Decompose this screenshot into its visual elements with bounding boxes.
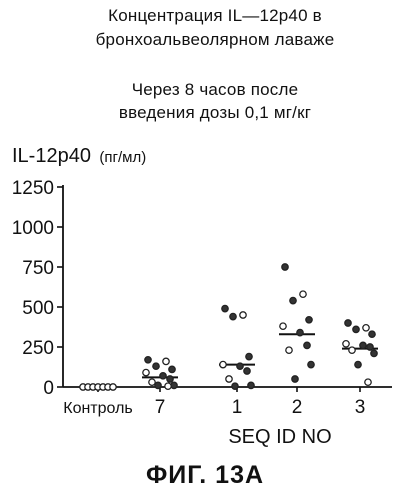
data-point [369,331,375,337]
data-point [300,291,306,297]
data-point [355,361,361,367]
data-point [360,342,366,348]
data-point [304,342,310,348]
data-point [165,383,171,389]
axes [63,185,392,387]
x-category-label: 7 [155,397,166,418]
data-point [222,305,228,311]
x-axis-label: SEQ ID NO [160,426,400,449]
data-point [160,373,166,379]
data-point [365,379,371,385]
data-point [145,357,151,363]
y-tick-label: 0 [43,378,54,399]
data-point [343,341,349,347]
data-point [290,297,296,303]
data-point [143,369,149,375]
data-point [230,313,236,319]
data-point [292,376,298,382]
data-point [353,326,359,332]
data-point [220,361,226,367]
figure-label: ФИГ. 13А [0,461,410,490]
x-category-label: 2 [292,397,303,418]
data-point [246,353,252,359]
data-point [363,325,369,331]
data-point [286,347,292,353]
y-tick-label: 250 [22,338,54,359]
data-point [306,317,312,323]
y-tick-label: 500 [22,298,54,319]
y-tick-label: 750 [22,258,54,279]
data-point [349,347,355,353]
data-point [367,344,373,350]
data-point [244,368,250,374]
data-point [240,312,246,318]
data-point [237,363,243,369]
data-point [110,384,116,390]
data-point [163,358,169,364]
data-point [371,350,377,356]
data-point [232,383,238,389]
data-point [308,361,314,367]
data-point [297,329,303,335]
x-category-label: 3 [355,397,366,418]
data-point [248,382,254,388]
data-point [149,379,155,385]
x-axis-categories: Контроль 7 1 2 3 [63,387,365,418]
data-points [80,264,377,390]
x-category-label: 1 [232,397,243,418]
data-point [280,323,286,329]
data-point [226,376,232,382]
data-point [169,366,175,372]
data-point [153,363,159,369]
y-axis-ticks: 0 250 500 750 1000 1250 [12,178,63,399]
data-point [345,320,351,326]
y-tick-label: 1000 [12,218,54,239]
data-point [167,376,173,382]
x-category-label: Контроль [63,400,133,417]
y-tick-label: 1250 [12,178,54,199]
data-point [282,264,288,270]
data-point [155,382,161,388]
